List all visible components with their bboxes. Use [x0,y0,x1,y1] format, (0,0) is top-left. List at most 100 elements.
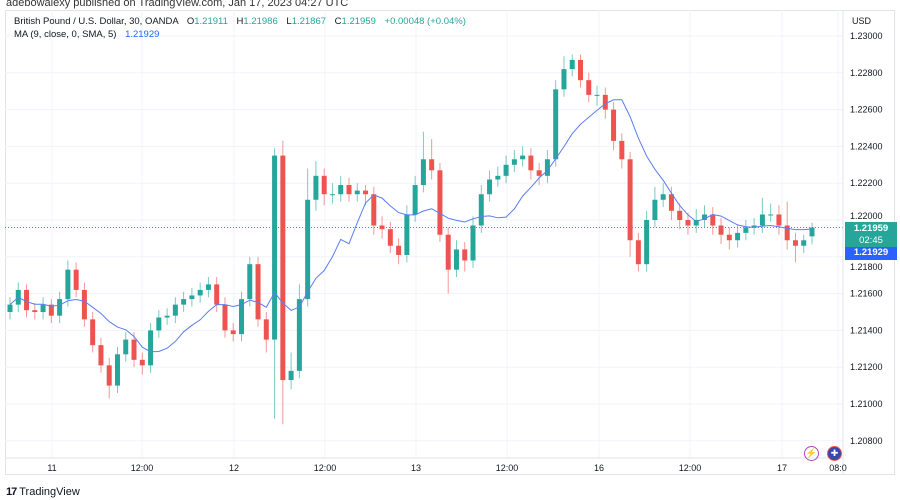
change-value: +0.00048 (+0.04%) [384,16,466,27]
candle-body [40,304,46,312]
candles [7,54,815,425]
candle-body [577,59,583,81]
candle-up [65,260,71,307]
candle-body [437,170,443,235]
candle-up [743,220,749,241]
ma-legend[interactable]: MA (9, close, 0, SMA, 5) 1.21929 [14,29,159,40]
low-value: 1.21867 [291,16,327,27]
candle-body [619,140,625,160]
candle-down [48,299,54,324]
last-price-badge: 1.21959 02:45 [845,222,897,247]
candle-down [222,297,228,338]
candle-up [544,150,550,184]
candle-body [90,319,96,346]
time-tick-label: 17 [777,463,787,473]
candle-down [429,139,435,180]
candle-up [453,240,459,278]
symbol-name[interactable]: British Pound / U.S. Dollar, 30, OANDA [14,16,179,27]
candle-body [404,214,410,255]
candle-body [627,159,633,241]
candle-down [718,218,724,244]
candle-up [247,256,253,307]
candle-up [759,197,765,233]
candle-down [627,151,633,257]
candle-body [420,159,426,186]
candle-body [462,249,468,261]
candle-body [239,299,245,335]
candle-body [602,94,608,110]
candle-body [32,310,38,312]
candle-down [280,140,286,425]
candle-up [487,170,493,202]
candle-body [363,190,369,195]
close-value: 1.21959 [341,16,376,27]
candle-up [288,352,294,390]
time-tick-label: 08:0 [829,463,847,473]
candle-up [809,222,815,245]
candle-body [197,289,203,296]
candle-down [371,186,377,235]
candle-body [263,319,269,340]
candle-up [569,54,575,77]
candle-body [98,345,104,366]
candle-body [313,175,319,200]
candle-up [313,161,319,211]
candle-down [536,162,542,186]
candle-up [239,291,245,342]
time-tick-label: 12:00 [131,463,154,473]
candle-body [412,185,418,215]
uk-flag-icon[interactable]: ✚ [827,446,842,461]
bar-countdown: 02:45 [859,235,883,246]
candle-up [594,85,600,106]
candle-up [660,183,666,208]
candle-body [594,94,600,96]
candle-up [801,234,807,254]
price-tick-label: 1.22800 [850,68,883,78]
candle-down [445,227,451,294]
candle-down [776,205,782,235]
candle-body [520,155,526,160]
time-tick-label: 12:00 [496,463,519,473]
candle-down [346,177,352,202]
candle-body [544,159,550,176]
candle-body [371,194,377,226]
lightning-icon[interactable]: ⚡ [804,446,819,461]
candle-body [751,225,757,228]
price-tick-label: 1.22000 [850,211,883,221]
candle-up [412,175,418,222]
candle-up [702,205,708,228]
candle-up [751,218,757,235]
candle-body [768,214,774,216]
candle-down [577,54,583,88]
candle-down [619,133,625,169]
candle-up [470,216,476,268]
candle-up [172,297,178,324]
candle-down [139,352,145,375]
candle-body [114,354,120,386]
candle-body [387,229,393,246]
candle-body [156,317,162,331]
candle-up [354,183,360,202]
time-axis: 11 12:00 12 12:00 13 12:00 16 12:00 17 08:0 [47,463,846,473]
candle-down [214,277,220,312]
candle-body [24,289,30,311]
candle-body [379,225,385,230]
candle-body [809,227,815,237]
price-tick-label: 1.21000 [850,399,883,409]
candle-body [296,299,302,371]
candle-body [164,315,170,318]
tv-logo-icon: 17 [6,486,17,498]
candle-body [205,284,211,290]
candle-up [197,282,203,303]
candle-body [801,240,807,246]
candle-body [445,234,451,270]
candle-body [106,365,112,386]
candle-body [172,304,178,316]
candle-body [528,155,534,171]
candle-down [32,302,38,320]
candle-body [255,264,261,320]
candle-body [189,295,195,300]
tradingview-logo: 17 TradingView [6,486,80,498]
candle-body [329,194,335,196]
